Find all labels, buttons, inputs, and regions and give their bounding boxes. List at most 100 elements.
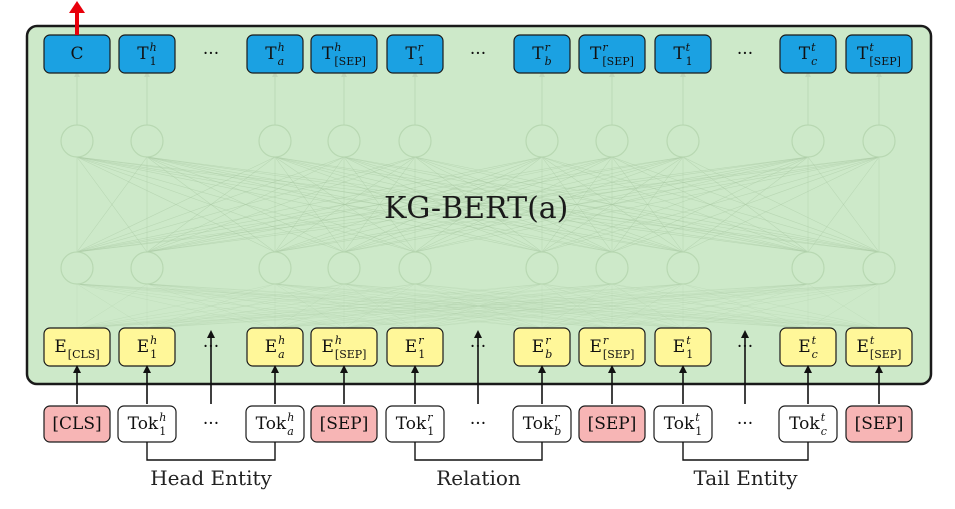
embedding-connection (414, 283, 613, 329)
embedding-connection (414, 283, 684, 329)
embedding-connection (343, 283, 684, 329)
hidden-connection (76, 156, 809, 253)
embedding-connection (146, 283, 416, 329)
embedding-connection (343, 283, 416, 329)
hidden-connection (414, 156, 880, 253)
hidden-node (130, 251, 164, 285)
input-token-box (578, 405, 646, 443)
embedding-connection (414, 283, 880, 329)
hidden-node (60, 124, 94, 158)
hidden-node (595, 124, 629, 158)
hidden-connection (274, 156, 543, 253)
embedding-connection (274, 283, 809, 329)
hidden-layers (60, 124, 896, 285)
embedding-connection (146, 283, 684, 329)
embedding-connection (611, 283, 880, 329)
embedding-connection (274, 283, 543, 329)
input-token-label: Tok t 1 (663, 410, 703, 438)
embedding-connection (682, 283, 880, 329)
embedding-connection (146, 283, 684, 329)
embedding-connection (274, 283, 684, 329)
embedding-connection (541, 283, 809, 329)
embedding-connection (343, 283, 416, 329)
output-box (845, 34, 913, 74)
group-bracket (682, 442, 809, 461)
embedding-connection (146, 283, 345, 329)
input-token-box (845, 405, 913, 443)
group-label: Head Entity (150, 466, 272, 490)
embedding-connection (76, 283, 880, 329)
output-box (118, 34, 176, 74)
embedding-connection (541, 283, 613, 329)
input-token-label: [SEP] (587, 414, 637, 434)
hidden-connection (146, 156, 880, 253)
embedding-connection (76, 283, 148, 329)
hidden-node (791, 124, 825, 158)
embedding-connection (76, 283, 613, 329)
hidden-connection (76, 156, 684, 253)
embedding-connection (76, 283, 345, 329)
embedding-connection (343, 283, 809, 329)
hidden-connection (76, 156, 416, 253)
input-token-label: Tok r b (522, 410, 562, 438)
embedding-connection (76, 283, 148, 329)
output-box (386, 34, 444, 74)
embedding-connection (343, 283, 543, 329)
hidden-node (791, 251, 825, 285)
embedding-connection (146, 283, 543, 329)
embedding-connection (414, 283, 543, 329)
input-token-label: Tok r 1 (395, 410, 435, 438)
embedding-connection (146, 283, 345, 329)
embedding-connection (146, 283, 276, 329)
output-arrow-head (69, 1, 85, 13)
embedding-connection (343, 283, 684, 329)
token-boxes (43, 34, 913, 443)
hidden-connection (541, 156, 809, 253)
embedding-connection (611, 283, 684, 329)
embedding-connection (146, 283, 613, 329)
hidden-node (398, 251, 432, 285)
embedding-connection (146, 283, 416, 329)
input-arrows (73, 330, 883, 404)
output-box (310, 34, 378, 74)
embedding-connection (146, 283, 880, 329)
embedding-connection (146, 283, 613, 329)
input-ellipsis: ··· (202, 414, 220, 434)
output-ellipsis: ··· (202, 44, 220, 64)
hidden-connection (146, 156, 684, 253)
embedding-connection (611, 283, 809, 329)
hidden-node (60, 251, 94, 285)
embedding-connection (146, 283, 880, 329)
hidden-node (130, 124, 164, 158)
hidden-node (327, 124, 361, 158)
embedding-connection (611, 283, 684, 329)
embedding-connection (414, 283, 809, 329)
hidden-connection (146, 156, 416, 253)
embedding-connection (274, 283, 613, 329)
hidden-node (666, 251, 700, 285)
embedding-connection (274, 283, 880, 329)
embedding-connection (274, 283, 543, 329)
embedding-connection (274, 283, 809, 329)
hidden-node (525, 251, 559, 285)
group-label: Tail Entity (693, 466, 798, 490)
model-title: KG-BERT(a) (384, 191, 569, 226)
input-token-label: Tok h 1 (127, 410, 167, 438)
hidden-connection (76, 156, 148, 253)
embedding-ellipsis: ··· (202, 337, 220, 357)
hidden-connection (682, 156, 880, 253)
embedding-connection (343, 283, 809, 329)
embedding-connection (611, 283, 809, 329)
hidden-node (398, 124, 432, 158)
input-token-label: [CLS] (52, 414, 102, 434)
